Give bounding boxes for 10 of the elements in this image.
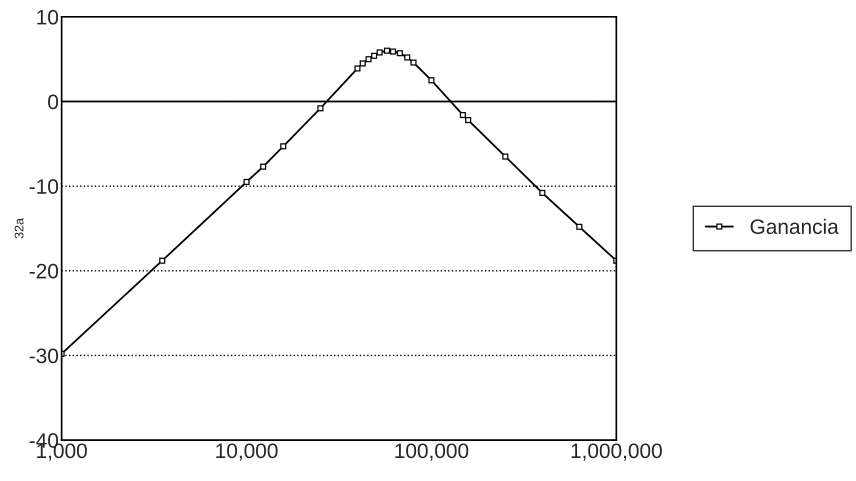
y-axis-title: 32a <box>14 218 24 238</box>
y-tick-label: -20 <box>30 264 58 279</box>
x-tick-label: 100,000 <box>395 443 468 461</box>
y-tick-label: -30 <box>30 348 58 364</box>
legend-label: Ganancia <box>750 218 839 234</box>
y-tick-label: -10 <box>30 179 58 194</box>
x-tick-label: 10,000 <box>216 443 278 461</box>
x-tick-label: 1,000,000 <box>572 443 662 461</box>
y-tick-label: 0 <box>48 94 58 110</box>
y-tick-label: 10 <box>37 10 58 25</box>
